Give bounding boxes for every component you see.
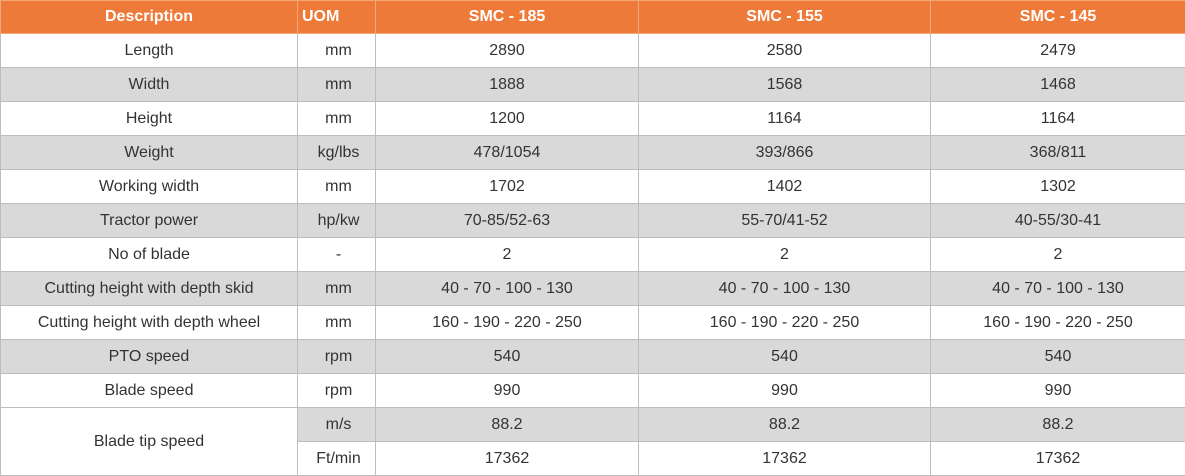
cell: 88.2: [931, 408, 1185, 442]
cell: 160 - 190 - 220 - 250: [376, 306, 639, 340]
cell: 2: [639, 238, 931, 272]
cell: 540: [931, 340, 1185, 374]
cell: 393/866: [639, 136, 931, 170]
cell: 1568: [639, 68, 931, 102]
cell: 17362: [931, 442, 1185, 476]
cell: 2: [931, 238, 1185, 272]
cell: 990: [639, 374, 931, 408]
cell: kg/lbs: [298, 136, 376, 170]
cell: 88.2: [376, 408, 639, 442]
header-cell: SMC - 155: [639, 1, 931, 34]
header-cell: SMC - 185: [376, 1, 639, 34]
cell: mm: [298, 272, 376, 306]
cell: mm: [298, 102, 376, 136]
cell: 540: [639, 340, 931, 374]
header-cell: UOM: [298, 1, 376, 34]
cell: 2479: [931, 34, 1185, 68]
cell: mm: [298, 68, 376, 102]
cell: 540: [376, 340, 639, 374]
cell: 160 - 190 - 220 - 250: [639, 306, 931, 340]
cell: 2890: [376, 34, 639, 68]
cell: 2: [376, 238, 639, 272]
cell: 40-55/30-41: [931, 204, 1185, 238]
cell: 1468: [931, 68, 1185, 102]
cell: 478/1054: [376, 136, 639, 170]
row-label: Width: [1, 68, 298, 102]
cell: 2580: [639, 34, 931, 68]
cell: 1164: [639, 102, 931, 136]
cell: 1164: [931, 102, 1185, 136]
row-label: Length: [1, 34, 298, 68]
cell: rpm: [298, 374, 376, 408]
cell: 990: [376, 374, 639, 408]
cell: 368/811: [931, 136, 1185, 170]
cell: 990: [931, 374, 1185, 408]
row-label: Blade tip speed: [1, 408, 298, 476]
cell: mm: [298, 34, 376, 68]
row-label: Working width: [1, 170, 298, 204]
cell: 88.2: [639, 408, 931, 442]
cell: mm: [298, 170, 376, 204]
cell: 17362: [639, 442, 931, 476]
row-label: Blade speed: [1, 374, 298, 408]
row-label: Cutting height with depth skid: [1, 272, 298, 306]
header-cell: SMC - 145: [931, 1, 1185, 34]
cell: -: [298, 238, 376, 272]
cell: hp/kw: [298, 204, 376, 238]
cell: 70-85/52-63: [376, 204, 639, 238]
cell: 1200: [376, 102, 639, 136]
row-label: Cutting height with depth wheel: [1, 306, 298, 340]
cell: rpm: [298, 340, 376, 374]
header-cell: Description: [1, 1, 298, 34]
row-label: PTO speed: [1, 340, 298, 374]
cell: 40 - 70 - 100 - 130: [376, 272, 639, 306]
cell: 40 - 70 - 100 - 130: [639, 272, 931, 306]
cell: 55-70/41-52: [639, 204, 931, 238]
cell: 1402: [639, 170, 931, 204]
cell: Ft/min: [298, 442, 376, 476]
cell: 1702: [376, 170, 639, 204]
row-label: Weight: [1, 136, 298, 170]
row-label: No of blade: [1, 238, 298, 272]
cell: 1888: [376, 68, 639, 102]
cell: mm: [298, 306, 376, 340]
cell: 1302: [931, 170, 1185, 204]
cell: 160 - 190 - 220 - 250: [931, 306, 1185, 340]
cell: 17362: [376, 442, 639, 476]
row-label: Tractor power: [1, 204, 298, 238]
row-label: Height: [1, 102, 298, 136]
cell: m/s: [298, 408, 376, 442]
cell: 40 - 70 - 100 - 130: [931, 272, 1185, 306]
